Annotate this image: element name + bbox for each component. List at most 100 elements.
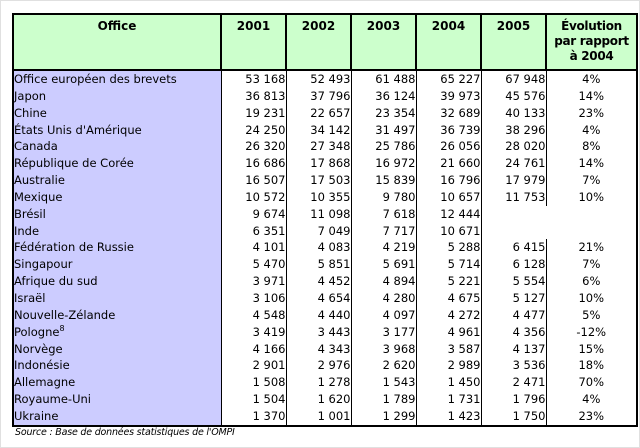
year-value-cell: 26 320 <box>220 138 287 156</box>
evolution-cell: 8% <box>545 138 638 156</box>
year-value-cell: 4 440 <box>285 306 352 324</box>
office-name-cell: Chine <box>12 104 222 122</box>
column-header-2004: 2004 <box>415 13 482 71</box>
year-value-cell: 3 177 <box>350 323 417 341</box>
year-value-cell: 10 657 <box>415 188 482 206</box>
table-row: Royaume-Uni 1 504 1 620 1 789 1 731 1 796 4% <box>12 391 638 408</box>
year-value-cell: 1 789 <box>350 391 417 408</box>
year-value-cell: 4 961 <box>415 323 482 341</box>
evolution-cell: 15% <box>545 340 638 358</box>
table-row: Brésil 9 674 11 098 7 618 12 444 <box>12 205 638 223</box>
year-value-cell: 1 370 <box>220 407 287 426</box>
year-value-cell: 6 128 <box>480 256 547 274</box>
office-name-cell: Inde <box>12 222 222 240</box>
year-value-cell: 21 660 <box>415 155 482 173</box>
year-value-cell: 9 674 <box>220 205 287 223</box>
year-value-cell: 1 504 <box>220 391 287 408</box>
office-name-cell: Royaume-Uni <box>12 391 222 408</box>
year-value-cell: 36 124 <box>350 87 417 105</box>
table-row: République de Corée 16 686 17 868 16 972 21 … <box>12 155 638 173</box>
year-value-cell: 4 280 <box>350 289 417 307</box>
year-value-cell: 1 750 <box>480 407 547 426</box>
office-name-cell: République de Corée <box>12 155 222 173</box>
year-value-cell: 19 231 <box>220 104 287 122</box>
evolution-cell: 10% <box>545 188 638 206</box>
year-value-cell: 10 355 <box>285 188 352 206</box>
office-name-cell: Nouvelle-Zélande <box>12 306 222 324</box>
table-row: Mexique 10 572 10 355 9 780 10 657 11 753 10% <box>12 188 638 206</box>
table-row: Japon 36 813 37 796 36 124 39 973 45 576 14% <box>12 87 638 105</box>
year-value-cell: 16 686 <box>220 155 287 173</box>
year-value-cell: 24 761 <box>480 155 547 173</box>
year-value-cell: 4 219 <box>350 239 417 257</box>
year-value-cell: 4 356 <box>480 323 547 341</box>
evolution-cell: 14% <box>545 87 638 105</box>
table-body: Office européen des brevets 53 168 52 493 6… <box>12 70 638 426</box>
table-row: Norvège 4 166 4 343 3 968 3 587 4 137 15% <box>12 340 638 358</box>
table-row: Nouvelle-Zélande 4 548 4 440 4 097 4 272 4 47… <box>12 306 638 324</box>
office-name-cell: Fédération de Russie <box>12 239 222 257</box>
year-value-cell: 67 948 <box>480 70 547 88</box>
year-value-cell: 2 976 <box>285 357 352 375</box>
column-header-2003: 2003 <box>350 13 417 71</box>
year-value-cell: 1 731 <box>415 391 482 408</box>
evolution-cell: 5% <box>545 306 638 324</box>
year-value-cell: 5 288 <box>415 239 482 257</box>
table-row: Afrique du sud 3 971 4 452 4 894 5 221 5 554 6… <box>12 273 638 290</box>
year-value-cell: 12 444 <box>415 205 482 223</box>
year-value-cell: 40 133 <box>480 104 547 122</box>
year-value-cell: 16 972 <box>350 155 417 173</box>
evolution-cell: 4% <box>545 121 638 139</box>
office-name-cell: Brésil <box>12 205 222 223</box>
evolution-header-line: par rapport <box>554 34 629 48</box>
year-value-cell: 4 083 <box>285 239 352 257</box>
blank-merged-cell <box>480 205 638 223</box>
office-name-cell: Israël <box>12 289 222 307</box>
year-value-cell: 36 813 <box>220 87 287 105</box>
year-value-cell: 3 536 <box>480 357 547 375</box>
table-row: Chine 19 231 22 657 23 354 32 689 40 133 23% <box>12 104 638 122</box>
table-row: Allemagne 1 508 1 278 1 543 1 450 2 471 70% <box>12 374 638 392</box>
evolution-cell: 23% <box>545 104 638 122</box>
office-name-cell: Japon <box>12 87 222 105</box>
year-value-cell: 10 572 <box>220 188 287 206</box>
year-value-cell: 5 554 <box>480 273 547 290</box>
year-value-cell: 3 106 <box>220 289 287 307</box>
evolution-cell: 23% <box>545 407 638 426</box>
table-row: Australie 16 507 17 503 15 839 16 796 17 979 7… <box>12 172 638 189</box>
evolution-cell: 70% <box>545 374 638 392</box>
year-value-cell: 23 354 <box>350 104 417 122</box>
year-value-cell: 27 348 <box>285 138 352 156</box>
evolution-cell: 6% <box>545 273 638 290</box>
year-value-cell: 4 548 <box>220 306 287 324</box>
year-value-cell: 3 971 <box>220 273 287 290</box>
year-value-cell: 6 351 <box>220 222 287 240</box>
table-row: Fédération de Russie 4 101 4 083 4 219 5 288… <box>12 239 638 257</box>
year-value-cell: 4 452 <box>285 273 352 290</box>
year-value-cell: 4 343 <box>285 340 352 358</box>
office-name-cell: États Unis d'Amérique <box>12 121 222 139</box>
year-value-cell: 1 508 <box>220 374 287 392</box>
year-value-cell: 1 796 <box>480 391 547 408</box>
year-value-cell: 17 868 <box>285 155 352 173</box>
year-value-cell: 2 901 <box>220 357 287 375</box>
column-header-2005: 2005 <box>480 13 547 71</box>
year-value-cell: 34 142 <box>285 121 352 139</box>
year-value-cell: 3 419 <box>220 323 287 341</box>
office-name-cell: Mexique <box>12 188 222 206</box>
table-row: Office européen des brevets 53 168 52 493 6… <box>12 70 638 88</box>
evolution-cell: 4% <box>545 70 638 88</box>
year-value-cell: 22 657 <box>285 104 352 122</box>
year-value-cell: 32 689 <box>415 104 482 122</box>
year-value-cell: 24 250 <box>220 121 287 139</box>
year-value-cell: 11 753 <box>480 188 547 206</box>
year-value-cell: 1 450 <box>415 374 482 392</box>
table-row: Canada 26 320 27 348 25 786 26 056 28 020 8% <box>12 138 638 156</box>
year-value-cell: 26 056 <box>415 138 482 156</box>
year-value-cell: 4 477 <box>480 306 547 324</box>
year-value-cell: 2 620 <box>350 357 417 375</box>
column-header-2002: 2002 <box>285 13 352 71</box>
year-value-cell: 4 166 <box>220 340 287 358</box>
year-value-cell: 65 227 <box>415 70 482 88</box>
blank-merged-cell <box>480 222 638 240</box>
